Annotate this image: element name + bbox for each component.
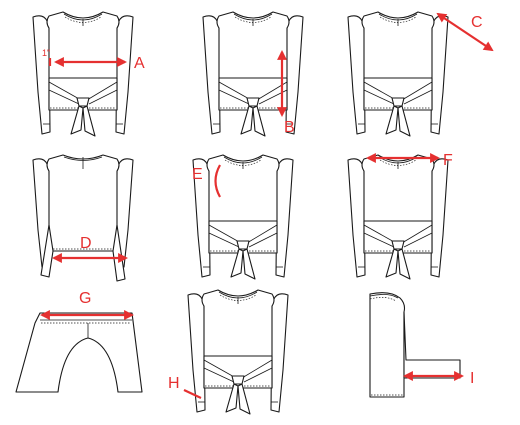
blouse-front-c <box>347 11 449 137</box>
label-f: F <box>443 152 453 169</box>
measure-c: C <box>436 12 494 52</box>
blouse-detail-i <box>369 292 461 398</box>
blouse-front-a <box>32 11 134 137</box>
label-i: I <box>470 370 474 387</box>
curve-e <box>214 164 221 198</box>
label-b: B <box>284 119 295 136</box>
blouse-front-f <box>347 154 449 280</box>
measure-h: H <box>168 375 202 399</box>
label-e: E <box>192 166 203 183</box>
arrow-c <box>436 12 494 52</box>
note-a: 1" <box>42 48 50 58</box>
mark-h <box>183 389 202 399</box>
measure-a: 1" A <box>42 48 145 72</box>
blouse-front-b <box>202 11 304 137</box>
label-g: G <box>79 290 91 307</box>
pants-g <box>15 312 143 393</box>
label-c: C <box>471 14 483 31</box>
measure-i: I <box>403 370 474 387</box>
measure-g: G <box>40 290 134 320</box>
measure-f: F <box>366 152 453 169</box>
blouse-front-e <box>192 154 294 280</box>
label-h: H <box>168 375 180 392</box>
label-d: D <box>80 235 92 252</box>
label-a: A <box>134 55 145 72</box>
measure-d: D <box>52 235 128 263</box>
blouse-back-d <box>32 154 134 282</box>
measure-b: B <box>277 50 295 136</box>
blouse-front-h <box>187 289 289 415</box>
measure-e: E <box>192 164 221 198</box>
